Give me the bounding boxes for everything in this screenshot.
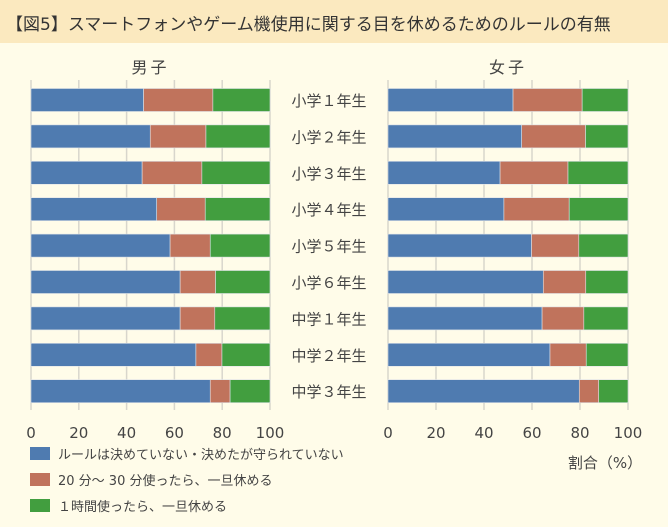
bar-segment (541, 306, 585, 331)
x-tick-label: 20 (69, 424, 88, 442)
category-label: 小学４年生 (291, 201, 366, 219)
category-label: 小学１年生 (291, 92, 366, 110)
x-tick-label: 0 (383, 424, 393, 442)
bar-segment (581, 88, 629, 112)
category-label: 中学１年生 (291, 310, 366, 328)
x-tick-label: 60 (522, 424, 541, 442)
bar-segment (195, 342, 223, 367)
bar-segment (30, 342, 197, 367)
x-tick-label: 100 (256, 424, 285, 442)
bar-segment (201, 161, 271, 185)
legend-swatch (30, 499, 50, 512)
bar-segment (387, 270, 544, 294)
legend-swatch (30, 473, 50, 486)
bar-segment (578, 379, 600, 404)
bar-segment (179, 306, 216, 331)
bar-segment (549, 342, 587, 367)
bar-segment (209, 233, 271, 258)
bar-segment (30, 124, 151, 149)
bar-segment (387, 197, 505, 221)
bar-segment (169, 233, 211, 258)
bar-segment (585, 124, 629, 149)
panel-title: 男子 (131, 58, 169, 77)
bar-segment (214, 306, 271, 331)
bar-segment (212, 88, 271, 112)
bar-segment (578, 233, 629, 258)
category-label: 小学３年生 (291, 165, 366, 183)
bar-segment (583, 306, 629, 331)
panel-title: 女子 (489, 58, 527, 77)
legend-label: ルールは決めていない・決めたが守られていない (58, 448, 344, 463)
bar-segment (503, 197, 570, 221)
legend-label: 20 分～ 30 分使ったら、一旦休める (58, 473, 272, 489)
x-tick-label: 80 (570, 424, 589, 442)
category-label: 中学３年生 (291, 383, 366, 401)
bar-segment (542, 270, 587, 294)
bar-segment (215, 270, 271, 294)
x-tick-label: 40 (117, 424, 136, 442)
bar-segment (209, 379, 231, 404)
bar-segment (205, 124, 271, 149)
category-label: 小学５年生 (291, 238, 366, 256)
bar-segment (567, 161, 629, 185)
bar-segment (204, 197, 271, 221)
x-tick-label: 60 (165, 424, 184, 442)
bar-segment (387, 161, 501, 185)
legend-swatch (30, 447, 50, 460)
title-bar: 【図5】スマートフォンやゲーム機使用に関する目を休めるためのルールの有無 (0, 0, 668, 43)
bar-segment (149, 124, 207, 149)
bar-segment (531, 233, 580, 258)
bar-segment (30, 197, 158, 221)
x-tick-label: 0 (26, 424, 36, 442)
bar-segment (499, 161, 569, 185)
bar-segment (143, 88, 214, 112)
bar-segment (512, 88, 583, 112)
bar-segment (156, 197, 206, 221)
bar-segment (585, 270, 629, 294)
category-label: 中学２年生 (291, 347, 366, 365)
bar-segment (598, 379, 629, 404)
bar-segment (30, 379, 211, 404)
bar-segment (30, 306, 181, 331)
bar-segment (568, 197, 629, 221)
category-label: 小学２年生 (291, 128, 366, 146)
bar-segment (387, 124, 522, 149)
bar-segment (30, 233, 171, 258)
bar-segment (229, 379, 271, 404)
bar-segment (521, 124, 586, 149)
bar-segment (387, 233, 532, 258)
bar-segment (179, 270, 216, 294)
x-tick-label: 20 (426, 424, 445, 442)
x-tick-label: 80 (213, 424, 232, 442)
bar-segment (30, 88, 144, 112)
bar-segment (141, 161, 203, 185)
x-tick-label: 100 (614, 424, 643, 442)
category-label: 小学６年生 (291, 274, 366, 292)
bar-segment (387, 88, 514, 112)
bar-segment (387, 342, 551, 367)
bar-segment (387, 306, 543, 331)
bar-segment (30, 270, 181, 294)
chart-title: 【図5】スマートフォンやゲーム機使用に関する目を休めるためのルールの有無 (6, 15, 611, 35)
x-axis-label: 割合（%） (568, 454, 642, 472)
bar-segment (585, 342, 629, 367)
legend-label: １時間使ったら、一旦休める (58, 499, 227, 515)
bar-segment (387, 379, 580, 404)
bar-segment (30, 161, 143, 185)
x-tick-label: 40 (474, 424, 493, 442)
bar-segment (221, 342, 271, 367)
